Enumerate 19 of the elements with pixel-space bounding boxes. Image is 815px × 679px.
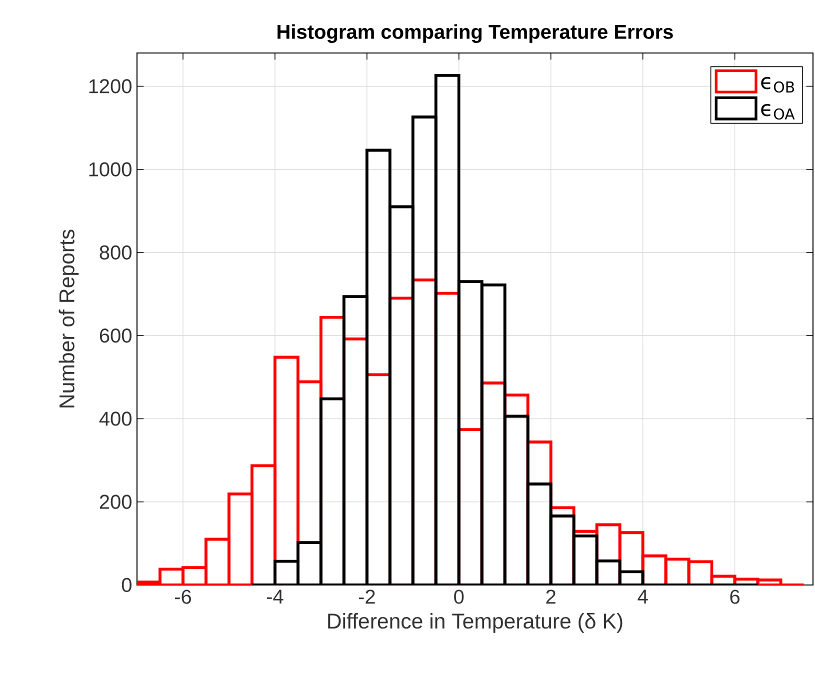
y-tick-label: 1200 bbox=[89, 79, 132, 94]
x-tick-label: 4 bbox=[638, 590, 648, 604]
y-tick-label: 1000 bbox=[89, 162, 132, 176]
y-tick-label: 800 bbox=[100, 245, 132, 260]
x-tick-label: -2 bbox=[358, 590, 375, 604]
y-tick-label: 400 bbox=[99, 412, 132, 426]
chart-title: Histogram comparing Temperature Errors bbox=[278, 24, 673, 43]
y-tick-label: 200 bbox=[100, 494, 132, 509]
x-tick-label: 2 bbox=[546, 590, 556, 604]
x-axis-title: Difference in Temperature (δ K) bbox=[328, 613, 622, 633]
y-axis-title: Number of Reports bbox=[58, 230, 79, 408]
x-tick-label: -6 bbox=[174, 590, 192, 604]
x-tick-label: 6 bbox=[730, 590, 740, 604]
x-tick-label: 0 bbox=[454, 590, 464, 604]
legend-label: ϵ$_{OB}$ bbox=[761, 77, 794, 93]
x-tick-label: -4 bbox=[266, 590, 284, 604]
y-tick-label: 0 bbox=[122, 578, 132, 592]
y-tick-label: 600 bbox=[100, 328, 132, 343]
legend-label: ϵ$_{OA}$ bbox=[761, 104, 795, 120]
